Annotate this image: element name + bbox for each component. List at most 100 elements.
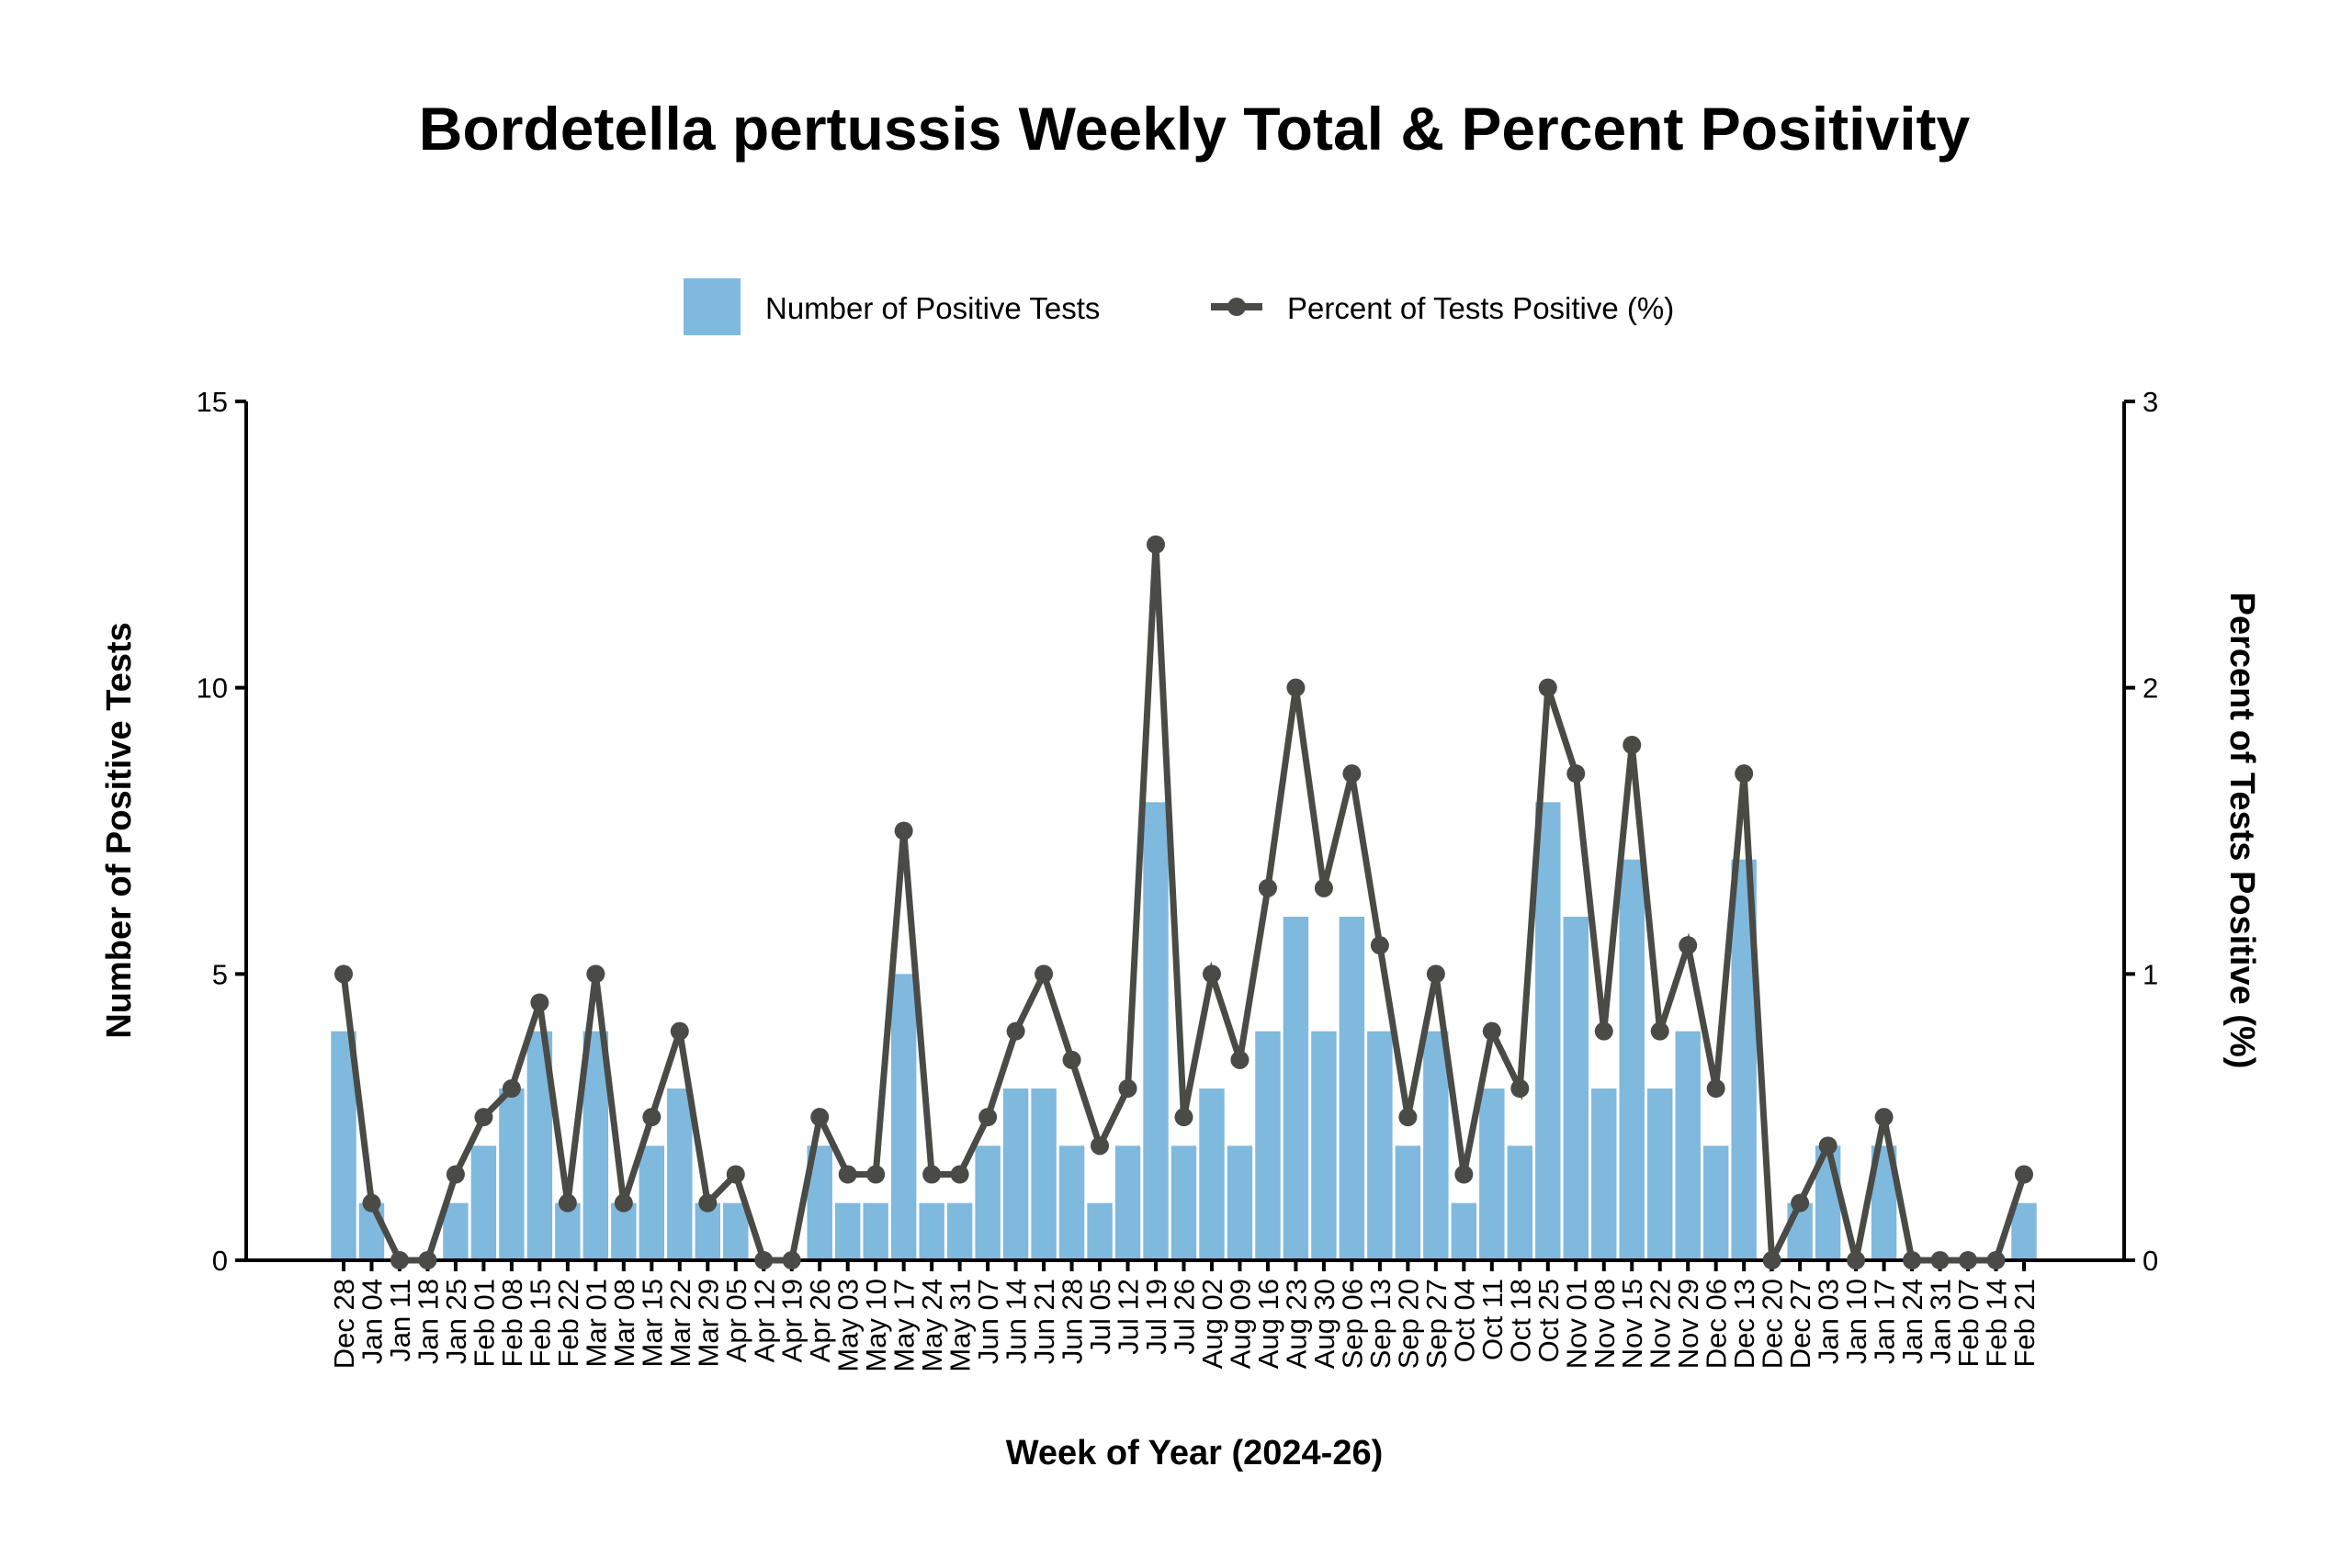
- x-tick-label: May 24: [916, 1279, 948, 1372]
- x-tick-label: Sep 20: [1392, 1279, 1424, 1369]
- x-tick-label: Mar 29: [692, 1279, 724, 1367]
- percent-point-jan-24: [1903, 1251, 1922, 1269]
- bar-mar-29: [695, 1202, 721, 1260]
- bar-may-24: [919, 1202, 944, 1260]
- percent-point-dec-20: [1762, 1251, 1781, 1269]
- x-tick-label: Jun 07: [972, 1279, 1004, 1364]
- percent-point-mar-08: [614, 1193, 633, 1213]
- bar-nov-15: [1619, 859, 1645, 1260]
- percent-point-feb-14: [1986, 1251, 2006, 1269]
- bar-jan-04: [358, 1202, 385, 1260]
- percent-point-dec-27: [1791, 1193, 1810, 1213]
- x-tick-label: Aug 09: [1224, 1279, 1256, 1369]
- percent-point-may-17: [894, 821, 913, 840]
- x-tick-label: Nov 01: [1560, 1279, 1592, 1369]
- x-tick-label: Jun 14: [1001, 1279, 1033, 1364]
- x-tick-label: Sep 06: [1336, 1279, 1368, 1369]
- bar-aug-09: [1227, 1145, 1253, 1260]
- x-tick-label: Nov 15: [1616, 1279, 1648, 1369]
- legend: Number of Positive Tests Percent of Test…: [684, 278, 1674, 335]
- bar-oct-11: [1479, 1089, 1505, 1260]
- x-tick-label: Jan 10: [1840, 1279, 1872, 1364]
- percent-point-jan-03: [1818, 1136, 1838, 1156]
- percent-point-jul-19: [1147, 535, 1166, 554]
- x-tick-label: Dec 13: [1728, 1279, 1760, 1369]
- bar-mar-22: [667, 1089, 693, 1260]
- y-tick-label-left: 10: [197, 672, 228, 705]
- x-tick-label: Oct 11: [1476, 1279, 1509, 1360]
- percent-point-oct-11: [1482, 1021, 1501, 1041]
- bar-sep-20: [1395, 1145, 1421, 1260]
- percent-point-jan-10: [1847, 1251, 1866, 1269]
- percent-point-apr-12: [754, 1251, 774, 1269]
- x-tick-label: Jan 17: [1869, 1279, 1901, 1364]
- percent-point-jan-25: [446, 1165, 465, 1184]
- percent-point-sep-20: [1398, 1108, 1418, 1127]
- chart-title: Bordetella pertussis Weekly Total & Perc…: [419, 95, 1971, 163]
- x-axis-title: Week of Year (2024-26): [1006, 1434, 1384, 1472]
- percent-point-jun-28: [1062, 1050, 1081, 1069]
- x-tick-label: Jan 11: [384, 1279, 416, 1362]
- x-tick-label: Dec 06: [1701, 1279, 1733, 1369]
- bar-nov-29: [1675, 1031, 1701, 1260]
- bar-jul-05: [1087, 1202, 1113, 1260]
- percent-point-feb-07: [1959, 1251, 1978, 1269]
- percent-point-jul-12: [1118, 1079, 1137, 1098]
- bar-jun-21: [1031, 1089, 1057, 1260]
- bar-mar-15: [639, 1145, 665, 1260]
- percent-point-jan-31: [1930, 1251, 1950, 1269]
- percent-point-apr-19: [782, 1251, 801, 1269]
- x-tick-label: Jan 04: [356, 1279, 388, 1364]
- x-tick-label: May 03: [832, 1279, 865, 1372]
- x-tick-label: Aug 23: [1280, 1279, 1312, 1369]
- y-tick-label-right: 0: [2143, 1245, 2158, 1277]
- y-axis-title-left: Number of Positive Tests: [100, 622, 139, 1038]
- percent-point-mar-01: [586, 964, 605, 984]
- bar-oct-25: [1535, 802, 1561, 1260]
- bar-feb-22: [555, 1202, 581, 1260]
- bar-may-03: [834, 1202, 861, 1260]
- x-tick-label: Aug 16: [1252, 1279, 1284, 1369]
- percent-point-jul-05: [1091, 1136, 1110, 1156]
- x-tick-label: Jul 12: [1113, 1279, 1145, 1355]
- x-tick-label: Aug 30: [1308, 1279, 1340, 1369]
- bar-aug-30: [1311, 1031, 1337, 1260]
- percent-point-dec-28: [334, 964, 353, 984]
- y-tick-label-left: 15: [197, 386, 228, 418]
- bar-aug-02: [1199, 1089, 1225, 1260]
- bar-jul-12: [1114, 1145, 1141, 1260]
- bar-jun-28: [1058, 1145, 1085, 1260]
- percent-point-jan-11: [390, 1251, 409, 1269]
- x-tick-label: Apr 19: [776, 1279, 808, 1362]
- x-tick-label: Feb 14: [1981, 1279, 2013, 1368]
- y-tick-label-right: 1: [2143, 958, 2158, 990]
- percent-point-jun-07: [978, 1108, 998, 1127]
- x-tick-label: Sep 27: [1420, 1279, 1453, 1369]
- bar-aug-23: [1283, 917, 1309, 1260]
- x-tick-label: Mar 01: [580, 1279, 612, 1367]
- y-tick-label-left: 0: [212, 1245, 228, 1277]
- x-tick-label: Jul 26: [1169, 1279, 1201, 1355]
- percent-point-may-31: [950, 1165, 969, 1184]
- bar-feb-01: [470, 1145, 497, 1260]
- x-tick-label: Nov 29: [1672, 1279, 1704, 1369]
- y-tick-labels: 0 5 10 15 0 1 2 3: [197, 386, 2159, 1277]
- bar-series: [331, 802, 2037, 1260]
- x-tick-label: Jul 19: [1140, 1279, 1172, 1355]
- percent-point-aug-16: [1258, 878, 1277, 897]
- x-tick-label: Jan 03: [1813, 1279, 1845, 1364]
- x-tick-label: Apr 12: [748, 1279, 780, 1362]
- x-tick-label: Nov 22: [1645, 1279, 1677, 1369]
- bar-nov-22: [1646, 1089, 1673, 1260]
- percent-point-oct-04: [1454, 1165, 1474, 1184]
- percent-point-feb-08: [502, 1079, 521, 1098]
- x-tick-label: May 10: [860, 1279, 892, 1372]
- y-axis-title-right: Percent of Tests Positive (%): [2222, 592, 2261, 1069]
- percent-point-nov-01: [1566, 764, 1586, 784]
- percent-point-aug-23: [1286, 678, 1306, 697]
- x-tick-label: Feb 08: [496, 1279, 528, 1368]
- bar-dec-06: [1702, 1145, 1729, 1260]
- percent-point-jun-21: [1035, 964, 1054, 984]
